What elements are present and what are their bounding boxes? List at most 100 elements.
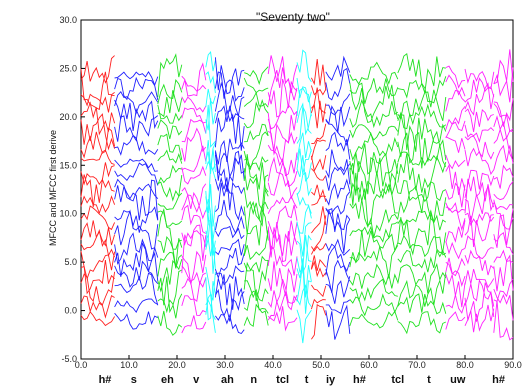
feature-track [181,265,207,286]
feature-track [493,103,514,133]
feature-track [349,199,399,238]
feature-track [181,62,207,97]
feature-track [493,254,514,292]
feature-track [493,127,514,161]
feature-track [114,115,159,142]
feature-track [243,168,269,212]
feature-track [215,225,245,240]
phone-label: t [427,374,431,386]
feature-track [215,288,245,322]
feature-track [80,220,116,247]
feature-track [114,99,159,131]
phone-label: h# [492,374,505,386]
segment-iy [310,59,327,340]
feature-track [445,220,466,243]
x-tick-label: 20.0 [168,360,186,370]
feature-track [310,85,327,96]
feature-track [493,288,514,321]
feature-track [157,133,183,161]
feature-track [493,144,514,171]
feature-track [464,108,494,132]
feature-track [181,96,207,113]
feature-track [349,310,399,329]
x-tick-label: 50.0 [312,360,330,370]
feature-track [493,249,514,263]
phone-label: tcl [391,374,404,386]
feature-track [157,53,183,98]
feature-track [114,260,159,288]
feature-track [296,262,312,314]
feature-track [267,306,298,332]
feature-track [181,204,207,234]
feature-track [445,65,466,89]
feature-track [214,105,245,124]
feature-track [214,199,245,235]
feature-track [325,149,351,179]
phone-label: v [193,374,200,386]
feature-track [80,55,115,84]
feature-track [157,207,182,250]
segment-h# [349,61,399,329]
feature-track [325,67,351,101]
feature-track [325,178,351,206]
x-tick-label: 0.0 [75,360,88,370]
feature-track [296,221,312,257]
feature-track [349,131,399,161]
x-tick-label: 40.0 [264,360,282,370]
feature-track [493,181,514,201]
segment-h# [493,49,514,341]
phone-labels: h# s eh v ah n tcl t iy h# tcl t uw h# [99,374,505,386]
feature-track [267,222,298,263]
feature-track [296,77,312,103]
feature-track [267,195,298,214]
segment-ah [214,57,245,335]
feature-track [157,164,182,185]
segment-tcl [267,55,298,332]
feature-track [181,315,207,334]
feature-track [325,245,351,276]
feature-track [397,144,447,168]
feature-track [349,263,399,289]
feature-track [493,49,514,85]
feature-track [214,247,245,280]
feature-track [205,277,216,321]
phone-label: iy [326,374,336,386]
feature-track [397,293,447,315]
feature-track [181,107,206,124]
feature-track [157,293,183,319]
feature-track [267,104,298,130]
feature-track [464,304,495,333]
feature-track [445,274,466,308]
feature-track [157,149,183,164]
feature-track [114,241,159,282]
x-tick-label: 80.0 [456,360,474,370]
feature-track [493,278,514,303]
feature-track [464,282,495,322]
feature-track [464,169,495,198]
feature-track [80,93,115,113]
y-tick-label: -5.0 [61,354,77,364]
feature-track [296,102,312,136]
feature-track [267,111,298,151]
feature-track [311,195,326,206]
phone-label: h# [99,374,112,386]
feature-track [80,250,116,281]
feature-track [397,234,447,258]
y-tick-label: 5.0 [64,257,77,267]
feature-track [349,245,399,279]
feature-track [243,290,269,314]
feature-track [243,77,269,94]
feature-track [114,298,159,313]
feature-track [311,206,327,234]
feature-track [80,205,116,231]
feature-track [267,67,298,106]
feature-track [445,206,466,214]
feature-track [311,168,327,181]
feature-track [267,220,298,256]
feature-track [493,232,514,255]
feature-track [243,255,269,273]
feature-track [244,123,269,143]
feature-track [349,278,398,302]
feature-track [267,290,298,321]
segment-t [445,65,466,330]
